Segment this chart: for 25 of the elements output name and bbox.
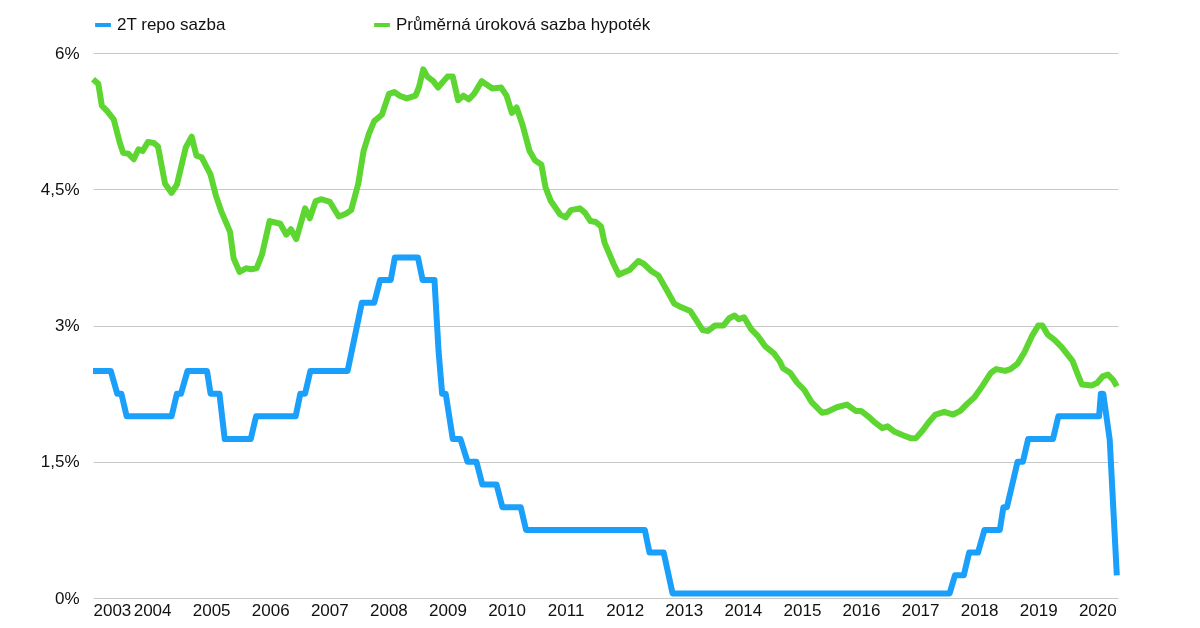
x-tick-label: 2019 [1019, 600, 1058, 620]
x-tick-label: 2010 [488, 600, 526, 620]
x-tick-label: 2014 [724, 600, 763, 620]
y-tick-label: 1,5% [40, 452, 80, 472]
x-tick-label: 2018 [960, 600, 999, 620]
x-tick-label: 2006 [251, 600, 290, 620]
legend-label: 2T repo sazba [117, 15, 226, 34]
x-tick-label: 2004 [133, 600, 172, 620]
x-tick-label: 2008 [369, 600, 408, 620]
x-tick-label: 2005 [192, 600, 231, 620]
y-tick-label: 3% [54, 316, 80, 335]
x-tick-label: 2012 [606, 600, 645, 620]
legend-label: Průměrná úroková sazba hypoték [396, 15, 651, 34]
x-tick-label: 2003 [93, 600, 132, 620]
x-tick-label: 2015 [783, 600, 822, 620]
y-tick-label: 4,5% [40, 179, 80, 199]
x-tick-label: 2017 [901, 600, 940, 620]
y-tick-label: 6% [54, 43, 80, 63]
x-tick-label: 2007 [310, 600, 349, 620]
x-tick-label: 2011 [547, 600, 585, 620]
x-tick-label: 2009 [429, 600, 467, 620]
x-tick-label: 2016 [842, 600, 881, 620]
x-tick-label: 2013 [665, 600, 704, 620]
x-tick-label: 2020 [1078, 600, 1117, 620]
y-tick-label: 0% [54, 588, 80, 608]
